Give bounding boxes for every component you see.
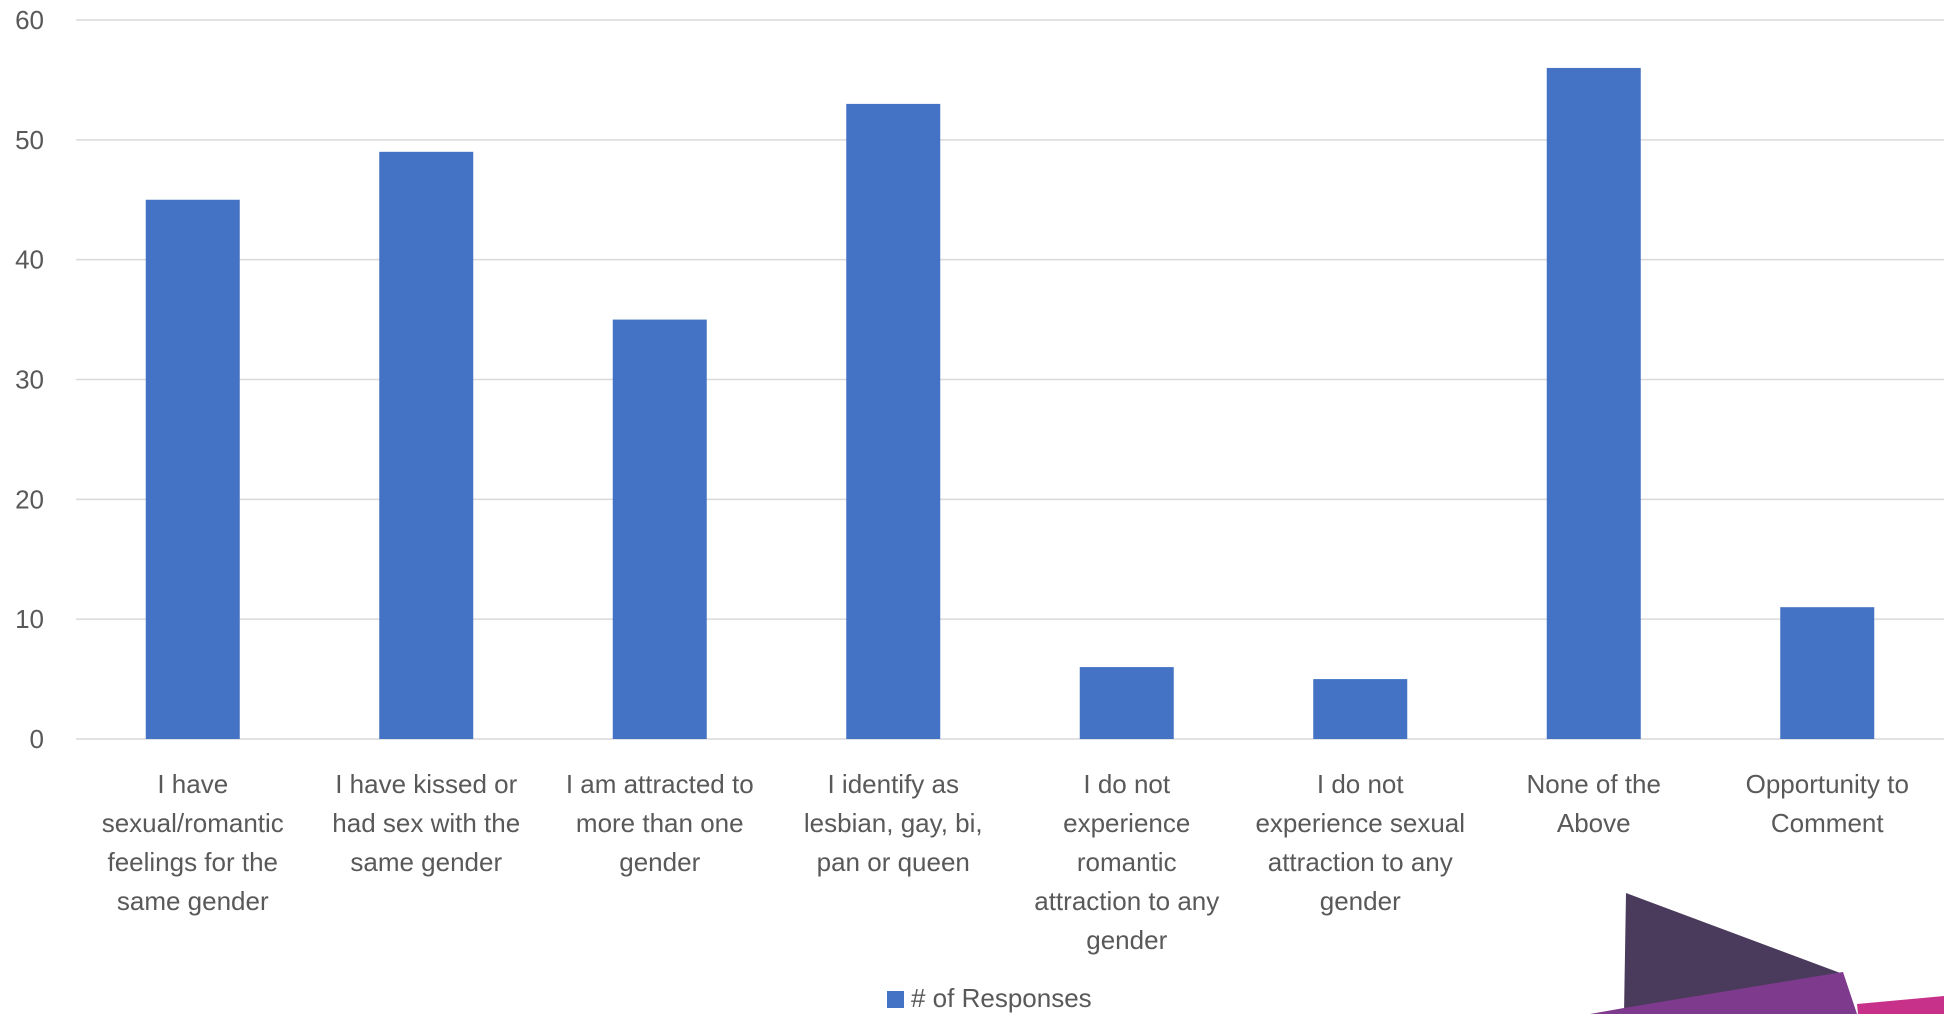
x-category-label-line: Opportunity to (1746, 769, 1909, 799)
x-category-label-line: experience sexual (1255, 808, 1465, 838)
legend: # of Responses (887, 983, 1092, 1013)
x-category-label-line: I have (157, 769, 228, 799)
x-category-label-line: attraction to any (1268, 847, 1453, 877)
x-category-label: I do not experience romantic attraction to … (1034, 769, 1219, 955)
legend-label: # of Responses (911, 983, 1092, 1013)
x-category-label-line: I do not (1317, 769, 1405, 799)
x-category-label-line: feelings for the (107, 847, 278, 877)
y-tick-label: 50 (15, 125, 44, 155)
y-tick-label: 20 (15, 484, 44, 514)
x-category-label-line: Comment (1771, 808, 1884, 838)
legend-swatch (887, 991, 904, 1008)
y-tick-label: 40 (15, 245, 44, 275)
bars (145, 67, 1875, 740)
x-category-label-line: I do not (1083, 769, 1171, 799)
x-category-label-line: gender (1320, 886, 1401, 916)
decor-purple-shape (1590, 972, 1857, 1014)
bar (1079, 667, 1174, 739)
x-category-label-line: same gender (350, 847, 502, 877)
x-category-label-line: I am attracted to (566, 769, 754, 799)
x-category-label-line: gender (619, 847, 700, 877)
x-category-label: None of the Above (1527, 769, 1661, 838)
x-category-label-line: romantic (1077, 847, 1177, 877)
x-category-label: I have kissed or had sex with the same gen… (332, 769, 520, 877)
x-axis: I have sexual/romantic feelings for the sam… (102, 769, 1909, 955)
y-tick-label: 10 (15, 604, 44, 634)
x-category-label-line: I have kissed or (335, 769, 517, 799)
bar (846, 103, 941, 740)
y-tick-label: 30 (15, 365, 44, 395)
x-category-label-line: None of the (1527, 769, 1661, 799)
bar (1546, 67, 1641, 739)
x-category-label: I identify as lesbian, gay, bi, pan or que… (804, 769, 983, 877)
y-tick-label: 60 (15, 5, 44, 35)
x-category-label-line: Above (1557, 808, 1631, 838)
x-category-label-line: gender (1086, 925, 1167, 955)
gridlines (76, 19, 1944, 740)
x-category-label-line: more than one (576, 808, 744, 838)
x-category-label-line: same gender (117, 886, 269, 916)
x-category-label: Opportunity to Comment (1746, 769, 1909, 838)
x-category-label: I do not experience sexual attraction to a… (1255, 769, 1465, 916)
x-category-label-line: experience (1063, 808, 1190, 838)
bar (145, 199, 240, 739)
y-axis: 0 10 20 30 40 50 60 (15, 5, 44, 754)
bar (379, 151, 474, 740)
x-category-label-line: I identify as (827, 769, 959, 799)
bar (612, 319, 707, 739)
x-category-label-line: attraction to any (1034, 886, 1219, 916)
x-category-label: I have sexual/romantic feelings for the sam… (102, 769, 284, 916)
y-tick-label: 0 (30, 724, 44, 754)
decor-pink-shape (1857, 996, 1944, 1014)
x-category-label-line: pan or queen (817, 847, 970, 877)
x-category-label: I am attracted to more than one gender (566, 769, 754, 877)
x-category-label-line: sexual/romantic (102, 808, 284, 838)
decorative-shape (1590, 893, 1944, 1014)
x-category-label-line: had sex with the (332, 808, 520, 838)
bar (1780, 607, 1875, 739)
x-category-label-line: lesbian, gay, bi, (804, 808, 983, 838)
bar (1313, 679, 1408, 739)
